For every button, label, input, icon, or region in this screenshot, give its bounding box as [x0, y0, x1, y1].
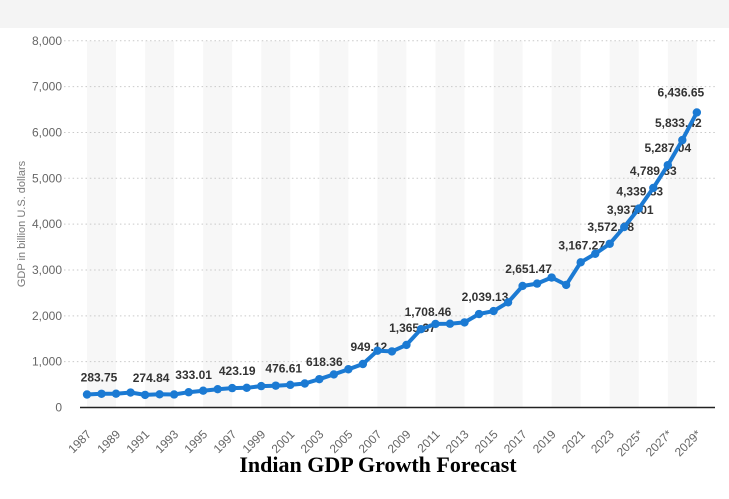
data-point[interactable] — [474, 309, 484, 319]
data-point[interactable] — [445, 319, 455, 328]
chart-title: Indian GDP Growth Forecast — [239, 452, 517, 477]
data-point[interactable] — [692, 108, 702, 117]
value-label: 6,436.65 — [657, 85, 704, 99]
data-point[interactable] — [126, 388, 135, 397]
value-label: 1,708.46 — [405, 305, 452, 319]
y-tick-label: 2,000 — [32, 309, 62, 323]
data-point[interactable] — [634, 204, 643, 213]
data-point[interactable] — [387, 347, 397, 356]
y-tick-label: 0 — [55, 401, 62, 415]
background-stripe — [87, 40, 116, 408]
data-point[interactable] — [184, 388, 193, 397]
header-strip — [0, 0, 729, 28]
y-tick-label: 8,000 — [32, 34, 62, 48]
data-point[interactable] — [402, 340, 411, 350]
data-point[interactable] — [155, 390, 164, 399]
data-point[interactable] — [576, 258, 585, 267]
data-point[interactable] — [416, 324, 426, 334]
data-point[interactable] — [329, 370, 339, 379]
data-point[interactable] — [242, 383, 251, 393]
data-point[interactable] — [489, 306, 498, 316]
y-tick-label: 5,000 — [32, 171, 62, 185]
value-label: 618.36 — [306, 355, 343, 369]
data-point[interactable] — [213, 384, 222, 394]
y-tick-label: 6,000 — [32, 125, 62, 139]
data-point[interactable] — [344, 365, 353, 374]
data-point[interactable] — [198, 386, 208, 395]
value-label: 2,039.13 — [462, 290, 509, 304]
data-point[interactable] — [620, 222, 629, 232]
data-point[interactable] — [460, 318, 469, 327]
background-stripe — [203, 40, 233, 408]
data-point[interactable] — [300, 379, 309, 388]
value-label: 333.01 — [175, 368, 212, 382]
data-point[interactable] — [228, 383, 237, 393]
value-label: 274.84 — [133, 371, 170, 385]
data-point[interactable] — [591, 249, 600, 258]
data-point[interactable] — [532, 279, 542, 288]
data-point[interactable] — [503, 298, 513, 307]
data-point[interactable] — [561, 280, 571, 290]
data-point[interactable] — [271, 381, 280, 390]
data-point[interactable] — [678, 135, 687, 145]
data-point[interactable] — [169, 390, 179, 399]
data-point[interactable] — [286, 380, 295, 390]
data-point[interactable] — [649, 183, 658, 193]
data-point[interactable] — [257, 381, 266, 391]
y-tick-label: 1,000 — [32, 355, 62, 369]
data-point[interactable] — [140, 390, 150, 400]
data-point[interactable] — [547, 273, 556, 282]
y-axis-title: GDP in billion U.S. dollars — [16, 160, 28, 287]
y-tick-label: 3,000 — [32, 263, 62, 277]
data-point[interactable] — [82, 390, 92, 399]
data-point[interactable] — [373, 346, 382, 355]
data-point[interactable] — [111, 389, 121, 398]
value-label: 283.75 — [81, 370, 118, 384]
value-label: 2,651.47 — [505, 262, 552, 276]
data-point[interactable] — [358, 359, 368, 369]
value-label: 3,167.27 — [558, 238, 605, 252]
y-tick-label: 7,000 — [32, 80, 62, 94]
data-point[interactable] — [663, 160, 672, 170]
value-label: 3,937.01 — [607, 203, 654, 217]
data-point[interactable] — [97, 389, 106, 398]
value-label: 476.61 — [265, 362, 302, 376]
data-point[interactable] — [315, 374, 324, 384]
data-point[interactable] — [431, 319, 440, 329]
y-tick-label: 4,000 — [32, 217, 62, 231]
background-stripe — [319, 40, 349, 408]
data-point[interactable] — [518, 281, 527, 291]
value-label: 423.19 — [219, 364, 256, 378]
data-point[interactable] — [605, 239, 614, 248]
